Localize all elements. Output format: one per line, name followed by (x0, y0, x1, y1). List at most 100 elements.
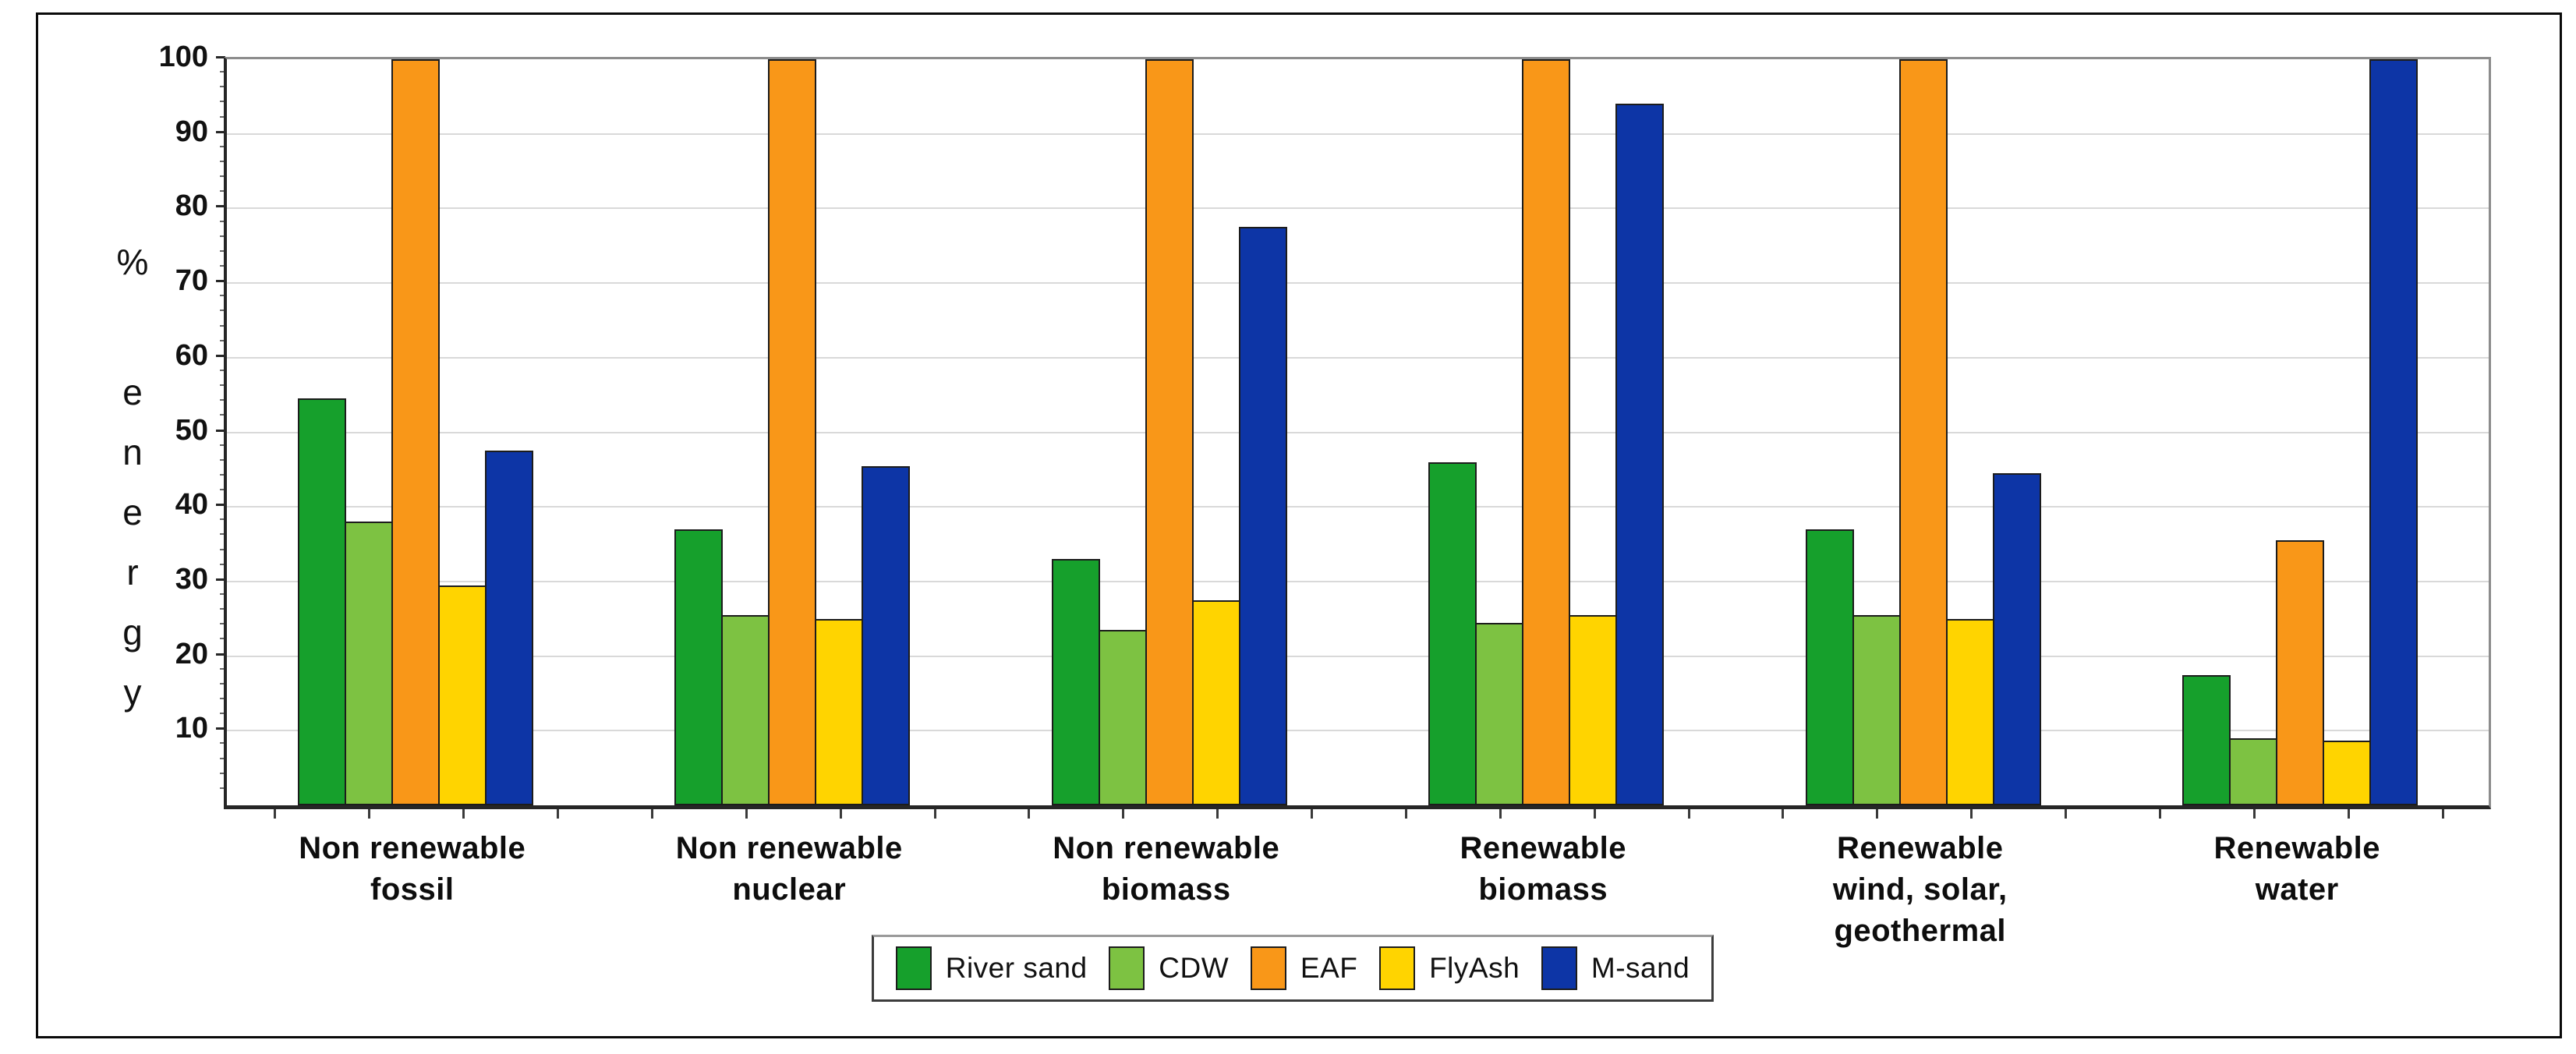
x-axis-tick (650, 809, 653, 819)
legend-swatch (1379, 946, 1416, 990)
y-minor-tick (220, 220, 225, 222)
y-minor-tick (220, 175, 225, 178)
gridline-40 (227, 506, 2489, 508)
y-tick (216, 130, 225, 133)
x-axis-tick (2065, 809, 2068, 819)
y-minor-tick (220, 473, 225, 476)
y-minor-tick (220, 295, 225, 297)
bar-eaf-group2 (768, 59, 817, 805)
y-minor-tick (220, 757, 225, 759)
y-minor-tick (220, 444, 225, 446)
category-label-3: Non renewable biomass (978, 828, 1355, 911)
y-minor-tick (220, 384, 225, 387)
x-axis-tick (1876, 809, 1879, 819)
legend-label: CDW (1159, 952, 1230, 984)
y-minor-tick (220, 235, 225, 237)
plot-area (224, 57, 2491, 819)
y-tick (216, 205, 225, 208)
gridline-20 (227, 655, 2489, 657)
legend-swatch (1541, 946, 1577, 990)
bar-flyash-group1 (437, 585, 487, 805)
y-minor-tick (220, 787, 225, 789)
bar-flyash-group2 (815, 619, 864, 805)
bar-cdw-group5 (1852, 615, 1901, 805)
x-axis-tick (839, 809, 842, 819)
y-minor-tick (220, 264, 225, 267)
y-tick (216, 578, 225, 581)
y-minor-tick (220, 638, 225, 640)
category-label-line: Renewable (1460, 831, 1626, 865)
gridline-60 (227, 356, 2489, 359)
y-axis-title-char: g (122, 612, 143, 653)
category-label-line: Non renewable (675, 831, 903, 865)
bar-river-sand-group4 (1428, 462, 1477, 805)
bar-m-sand-group5 (1992, 473, 2041, 805)
y-minor-tick (220, 623, 225, 625)
bar-eaf-group1 (391, 59, 440, 805)
bar-eaf-group3 (1145, 59, 1194, 805)
legend-label: M-sand (1591, 952, 1690, 984)
bar-m-sand-group4 (1615, 104, 1665, 805)
bar-flyash-group4 (1569, 615, 1618, 805)
y-minor-tick (220, 86, 225, 88)
y-minor-tick (220, 563, 225, 565)
legend-item-river-sand: River sand (895, 946, 1088, 990)
y-axis-title-char: e (122, 372, 143, 412)
x-axis-tick (1687, 809, 1690, 819)
category-label-4: Renewable biomass (1355, 828, 1732, 911)
legend-label: River sand (945, 952, 1088, 984)
gridline-80 (227, 207, 2489, 210)
x-axis-tick (274, 809, 277, 819)
category-label-line: nuclear (732, 872, 847, 907)
y-tick-label-90: 90 (175, 115, 208, 148)
bar-cdw-group1 (344, 522, 393, 805)
y-axis-title-char: e (122, 492, 143, 532)
x-axis-tick (1122, 809, 1125, 819)
x-axis-tick (2158, 809, 2161, 819)
y-tick (216, 56, 225, 58)
y-minor-tick (220, 324, 225, 327)
bar-m-sand-group3 (1238, 227, 1287, 805)
x-axis-tick (1593, 809, 1596, 819)
bar-cdw-group4 (1475, 623, 1524, 805)
y-minor-tick (220, 772, 225, 774)
bar-m-sand-group6 (2369, 59, 2419, 805)
y-tick-label-20: 20 (175, 637, 208, 670)
y-axis-title-char: % (116, 242, 149, 282)
category-label-5: Renewable wind, solar, geothermal (1732, 828, 2109, 952)
legend-item-m-sand: M-sand (1541, 946, 1690, 990)
y-minor-tick (220, 101, 225, 103)
y-tick (216, 354, 225, 357)
y-tick-label-40: 40 (175, 488, 208, 522)
x-axis-tick (2347, 809, 2350, 819)
y-minor-tick (220, 249, 225, 252)
gridline-70 (227, 282, 2489, 285)
y-tick-label-70: 70 (175, 264, 208, 298)
y-tick (216, 280, 225, 283)
legend-item-flyash: FlyAsh (1379, 946, 1520, 990)
x-axis-tick (368, 809, 371, 819)
x-axis-tick (1782, 809, 1785, 819)
y-axis-title-char: r (126, 552, 139, 592)
x-axis-tick (745, 809, 748, 819)
y-tick (216, 653, 225, 656)
category-label-line: biomass (1478, 872, 1608, 907)
y-minor-tick (220, 309, 225, 312)
y-minor-tick (220, 399, 225, 401)
y-minor-tick (220, 682, 225, 684)
y-tick (216, 727, 225, 730)
x-axis-tick (2441, 809, 2444, 819)
y-minor-tick (220, 369, 225, 371)
x-axis-tick (1216, 809, 1219, 819)
y-minor-tick (220, 160, 225, 162)
x-axis-tick (2252, 809, 2256, 819)
bar-flyash-group5 (1945, 619, 1994, 805)
legend-item-eaf: EAF (1250, 946, 1357, 990)
y-tick-label-100: 100 (158, 41, 208, 73)
x-axis-tick (1311, 809, 1314, 819)
category-label-line: Renewable (1837, 831, 2004, 865)
category-label-1: Non renewable fossil (224, 828, 601, 911)
x-axis-tick (933, 809, 936, 819)
bar-flyash-group3 (1191, 600, 1240, 805)
